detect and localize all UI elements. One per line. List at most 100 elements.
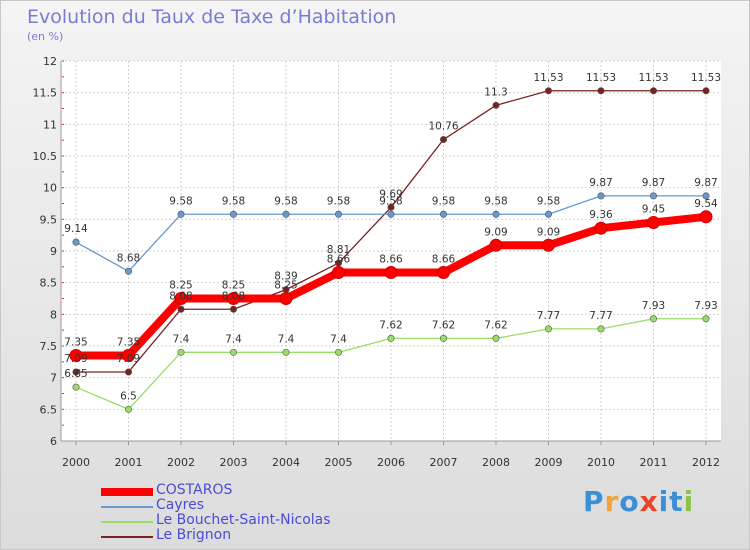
data-point-costaros bbox=[542, 238, 555, 252]
data-point-cayres bbox=[72, 238, 80, 246]
data-point-le-brignon bbox=[702, 87, 710, 95]
data-point-cayres bbox=[177, 210, 185, 218]
data-label-le-bouchet: 7.93 bbox=[694, 300, 717, 312]
data-point-costaros bbox=[647, 216, 660, 229]
data-label-cayres: 9.58 bbox=[222, 195, 245, 207]
data-label-cayres: 9.87 bbox=[642, 177, 665, 189]
data-label-costaros: 9.09 bbox=[537, 226, 560, 238]
data-point-cayres bbox=[649, 192, 657, 200]
data-point-le-bouchet bbox=[125, 405, 133, 413]
data-label-le-bouchet: 7.62 bbox=[432, 319, 455, 331]
data-point-le-bouchet bbox=[177, 348, 185, 356]
legend-swatch-costaros bbox=[101, 487, 153, 496]
data-point-le-bouchet bbox=[544, 325, 552, 333]
chart-subtitle: (en %) bbox=[27, 30, 64, 43]
data-point-costaros bbox=[437, 266, 450, 280]
data-point-le-bouchet bbox=[492, 334, 500, 342]
data-point-le-bouchet bbox=[387, 334, 395, 342]
x-tick-label: 2005 bbox=[325, 456, 353, 469]
data-label-costaros: 9.36 bbox=[589, 209, 613, 221]
legend-swatch-le-bouchet bbox=[101, 520, 153, 523]
x-tick-label: 2009 bbox=[535, 456, 563, 469]
data-label-le-bouchet: 7.4 bbox=[278, 333, 295, 345]
data-label-le-bouchet: 7.77 bbox=[537, 310, 560, 322]
data-point-le-bouchet bbox=[282, 348, 290, 356]
data-point-costaros bbox=[174, 292, 188, 305]
data-label-cayres: 9.58 bbox=[432, 195, 455, 207]
data-point-costaros bbox=[122, 349, 135, 362]
data-point-costaros bbox=[594, 221, 608, 235]
data-point-le-brignon bbox=[72, 368, 80, 376]
x-tick-label: 2012 bbox=[692, 456, 720, 469]
y-tick-label: 12 bbox=[43, 55, 57, 68]
x-tick-label: 2003 bbox=[220, 456, 248, 469]
data-point-le-brignon bbox=[230, 305, 238, 313]
data-point-costaros bbox=[227, 292, 240, 305]
data-label-le-bouchet: 6.5 bbox=[120, 390, 137, 402]
y-tick-label: 7 bbox=[50, 372, 57, 385]
data-point-cayres bbox=[282, 210, 290, 218]
data-label-le-brignon: 8.08 bbox=[169, 290, 192, 302]
data-label-cayres: 9.14 bbox=[64, 223, 88, 235]
data-label-costaros: 8.25 bbox=[169, 280, 192, 292]
y-tick-label: 10.5 bbox=[33, 150, 58, 163]
legend-swatch-le-brignon bbox=[101, 535, 153, 538]
data-point-cayres bbox=[230, 210, 238, 218]
data-label-costaros: 9.09 bbox=[484, 226, 507, 238]
data-point-costaros bbox=[279, 292, 293, 305]
data-label-cayres: 9.58 bbox=[169, 195, 192, 207]
x-tick-label: 2008 bbox=[482, 456, 510, 469]
data-label-cayres: 9.58 bbox=[484, 195, 507, 207]
data-point-costaros bbox=[699, 210, 713, 224]
data-point-cayres bbox=[597, 192, 605, 200]
chart-title: Evolution du Taux de Taxe d’Habitation bbox=[27, 6, 397, 28]
data-point-le-bouchet bbox=[334, 348, 342, 356]
data-point-le-bouchet bbox=[439, 334, 447, 342]
y-tick-label: 10 bbox=[43, 182, 57, 195]
x-tick-label: 2010 bbox=[587, 456, 615, 469]
data-label-cayres: 9.87 bbox=[694, 177, 717, 189]
data-label-le-bouchet: 7.4 bbox=[173, 333, 190, 345]
data-label-cayres: 9.58 bbox=[327, 195, 350, 207]
data-label-le-brignon: 11.53 bbox=[533, 72, 563, 84]
data-point-le-bouchet bbox=[230, 348, 238, 356]
x-tick-label: 2002 bbox=[167, 456, 195, 469]
data-label-le-brignon: 10.76 bbox=[428, 121, 458, 133]
data-point-cayres bbox=[439, 210, 447, 218]
proxiti-logo: Proxiti bbox=[583, 485, 695, 518]
data-point-cayres bbox=[387, 210, 395, 218]
x-tick-label: 2001 bbox=[115, 456, 143, 469]
y-tick-label: 9 bbox=[50, 245, 57, 258]
data-label-le-brignon: 11.53 bbox=[691, 72, 721, 84]
data-label-costaros: 9.54 bbox=[694, 198, 718, 210]
data-label-le-bouchet: 7.77 bbox=[589, 310, 612, 322]
data-point-cayres bbox=[544, 210, 552, 218]
data-label-le-brignon: 11.3 bbox=[484, 86, 507, 98]
data-label-le-brignon: 8.81 bbox=[327, 244, 350, 256]
data-label-costaros: 7.35 bbox=[64, 337, 87, 349]
y-tick-label: 8 bbox=[50, 308, 57, 321]
data-point-le-brignon bbox=[177, 305, 185, 313]
y-tick-label: 7.5 bbox=[40, 340, 58, 353]
data-label-le-bouchet: 7.62 bbox=[484, 319, 507, 331]
data-point-costaros bbox=[69, 349, 83, 362]
data-point-le-brignon bbox=[387, 203, 395, 211]
data-label-cayres: 9.58 bbox=[537, 195, 560, 207]
data-label-costaros: 8.66 bbox=[327, 254, 351, 266]
data-point-le-brignon bbox=[125, 368, 133, 376]
data-label-costaros: 8.25 bbox=[222, 280, 245, 292]
x-tick-label: 2011 bbox=[640, 456, 668, 469]
data-label-costaros: 8.25 bbox=[274, 280, 297, 292]
data-point-le-brignon bbox=[439, 136, 447, 144]
data-point-cayres bbox=[492, 210, 500, 218]
data-label-cayres: 8.68 bbox=[117, 252, 140, 264]
data-label-costaros: 9.45 bbox=[642, 204, 665, 216]
legend-swatch-cayres bbox=[101, 505, 153, 508]
data-label-le-brignon: 11.53 bbox=[638, 72, 668, 84]
data-label-costaros: 8.66 bbox=[432, 254, 456, 266]
data-point-le-bouchet bbox=[702, 315, 710, 323]
legend-label-cayres: Cayres bbox=[156, 497, 204, 513]
y-tick-label: 6.5 bbox=[40, 403, 58, 416]
